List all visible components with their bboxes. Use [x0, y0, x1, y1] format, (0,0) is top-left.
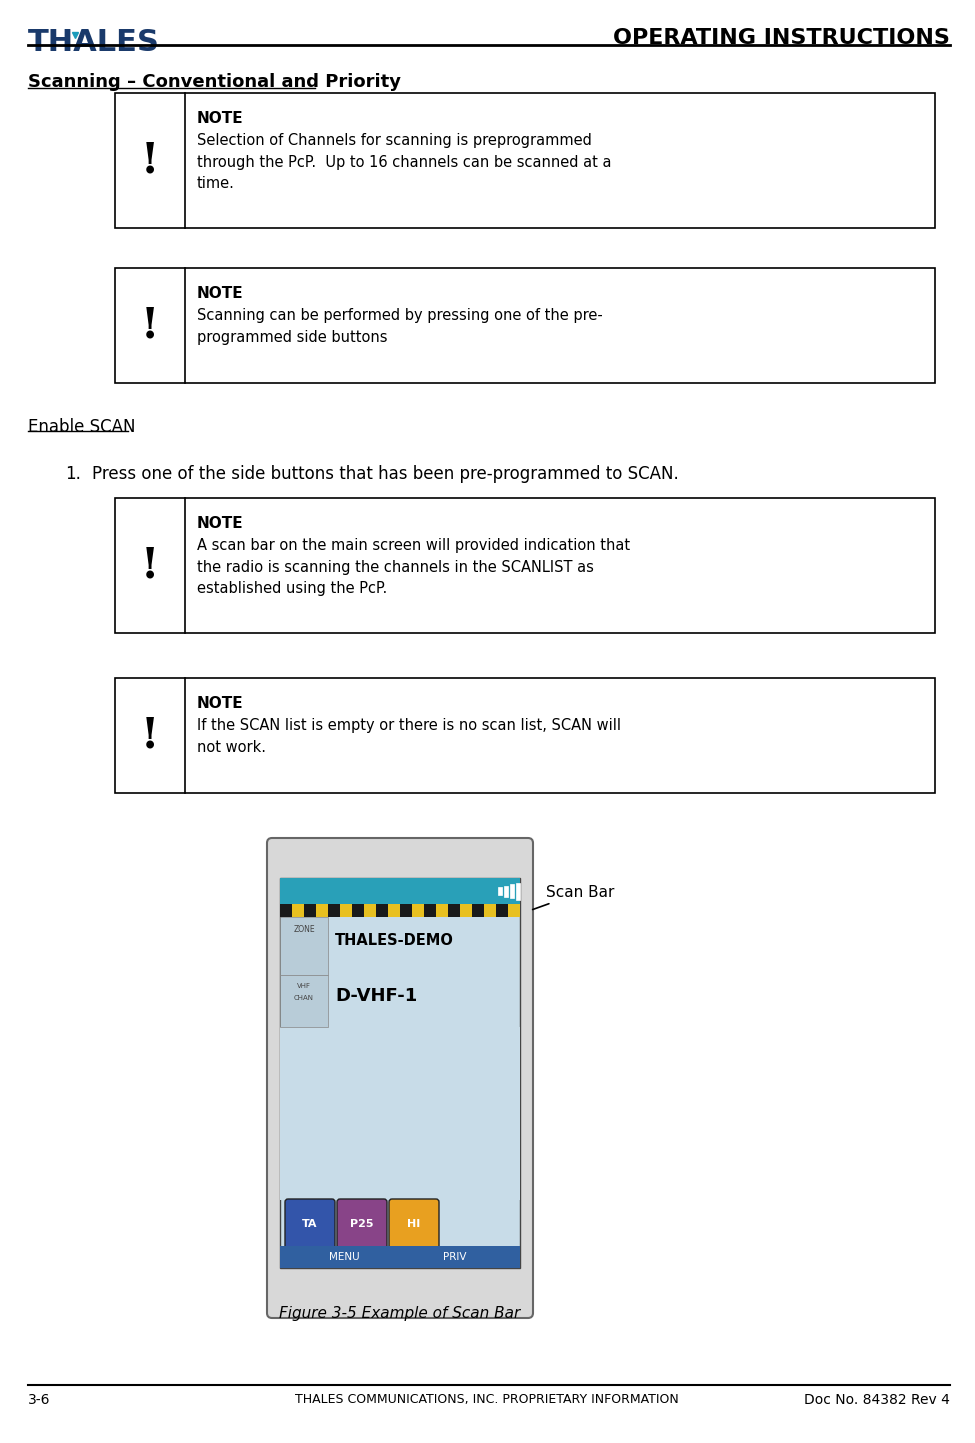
- Text: Enable SCAN: Enable SCAN: [28, 418, 136, 436]
- Bar: [280, 877, 520, 903]
- Text: Doc No. 84382 Rev 4: Doc No. 84382 Rev 4: [804, 1392, 950, 1407]
- Bar: [280, 1027, 520, 1201]
- Text: CHAN: CHAN: [294, 996, 314, 1001]
- FancyBboxPatch shape: [389, 1199, 439, 1250]
- Text: Selection of Channels for scanning is preprogrammed
through the PcP.  Up to 16 c: Selection of Channels for scanning is pr…: [197, 133, 611, 192]
- FancyBboxPatch shape: [267, 838, 533, 1317]
- Text: MENU: MENU: [330, 1253, 360, 1263]
- Bar: [448, 903, 460, 916]
- Text: NOTE: NOTE: [197, 517, 244, 531]
- Bar: [516, 883, 520, 899]
- Text: !: !: [140, 304, 159, 346]
- Text: !: !: [140, 714, 159, 756]
- Bar: [352, 903, 364, 916]
- Bar: [304, 903, 316, 916]
- Text: NOTE: NOTE: [197, 286, 244, 302]
- FancyBboxPatch shape: [337, 1199, 387, 1250]
- Text: If the SCAN list is empty or there is no scan list, SCAN will
not work.: If the SCAN list is empty or there is no…: [197, 719, 621, 755]
- Text: A scan bar on the main screen will provided indication that
the radio is scannin: A scan bar on the main screen will provi…: [197, 538, 630, 596]
- Bar: [496, 903, 508, 916]
- Bar: [115, 498, 935, 633]
- Text: OPERATING INSTRUCTIONS: OPERATING INSTRUCTIONS: [613, 27, 950, 48]
- Text: VHF: VHF: [297, 983, 311, 988]
- Text: Scan Bar: Scan Bar: [532, 885, 614, 909]
- Bar: [115, 268, 935, 382]
- Bar: [280, 975, 328, 1027]
- Text: P25: P25: [350, 1219, 373, 1229]
- Bar: [510, 885, 514, 898]
- Bar: [498, 887, 502, 895]
- Text: THALES-DEMO: THALES-DEMO: [335, 932, 454, 948]
- Text: HI: HI: [408, 1219, 420, 1229]
- Text: !: !: [140, 544, 159, 586]
- Bar: [328, 903, 340, 916]
- Bar: [424, 903, 436, 916]
- Text: !: !: [140, 140, 159, 182]
- Text: PRIV: PRIV: [444, 1253, 467, 1263]
- Text: NOTE: NOTE: [197, 111, 244, 126]
- Text: Press one of the side buttons that has been pre-programmed to SCAN.: Press one of the side buttons that has b…: [92, 465, 679, 483]
- Text: Scanning can be performed by pressing one of the pre-
programmed side buttons: Scanning can be performed by pressing on…: [197, 307, 603, 345]
- Bar: [115, 92, 935, 228]
- FancyBboxPatch shape: [285, 1199, 335, 1250]
- Bar: [280, 1245, 520, 1268]
- Bar: [472, 903, 484, 916]
- Bar: [280, 916, 328, 975]
- Bar: [280, 903, 520, 916]
- Bar: [115, 678, 935, 794]
- Text: Figure 3-5 Example of Scan Bar: Figure 3-5 Example of Scan Bar: [280, 1306, 521, 1320]
- Bar: [504, 886, 508, 896]
- Text: THALES: THALES: [28, 27, 160, 58]
- Text: 1.: 1.: [65, 465, 81, 483]
- Text: THALES COMMUNICATIONS, INC. PROPRIETARY INFORMATION: THALES COMMUNICATIONS, INC. PROPRIETARY …: [295, 1392, 679, 1405]
- Text: ZONE: ZONE: [293, 925, 315, 934]
- Text: TA: TA: [302, 1219, 318, 1229]
- Text: D-VHF-1: D-VHF-1: [335, 987, 417, 1004]
- Text: 3-6: 3-6: [28, 1392, 51, 1407]
- Bar: [400, 903, 412, 916]
- Text: NOTE: NOTE: [197, 696, 244, 711]
- Bar: [280, 877, 520, 1268]
- Bar: [376, 903, 388, 916]
- Text: Scanning – Conventional and Priority: Scanning – Conventional and Priority: [28, 74, 401, 91]
- Bar: [280, 903, 292, 916]
